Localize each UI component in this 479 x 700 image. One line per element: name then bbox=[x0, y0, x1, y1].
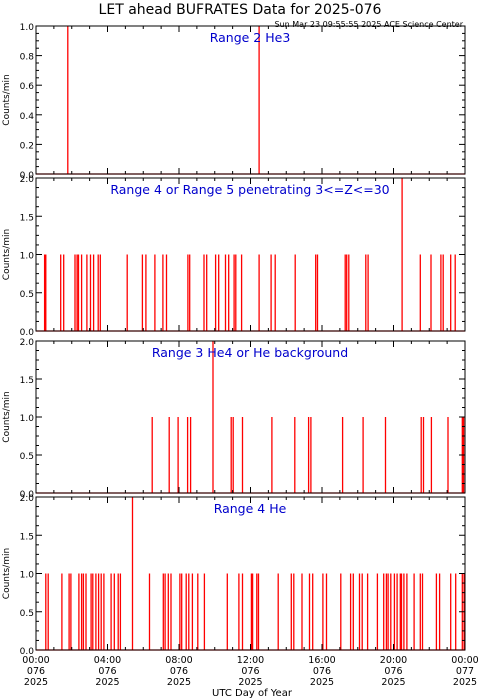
x-tick-label: 2025 bbox=[310, 677, 334, 688]
x-tick-label: 08:00 bbox=[165, 655, 192, 666]
panel-1-title: Range 2 He3 bbox=[210, 30, 291, 45]
panel-4-title: Range 4 He bbox=[214, 501, 287, 516]
panel-1-ytick-label: 0.8 bbox=[20, 53, 35, 63]
panel-1-ytick-label: 1.0 bbox=[20, 23, 35, 33]
panel-1: 0.0 0.2 0.4 0.6 0.8 1.0 Counts/min Range 2 He3 bbox=[2, 23, 466, 181]
panel-2-ytick-label: 0.0 bbox=[20, 328, 35, 338]
x-tick-label: 076 bbox=[98, 666, 116, 677]
x-tick-label: 16:00 bbox=[308, 655, 335, 666]
panel-1-ytick-label: 0.0 bbox=[20, 171, 35, 181]
panel-4-trace bbox=[36, 497, 465, 651]
panel-4-ytick-label: 2.0 bbox=[20, 494, 35, 504]
x-axis-label: UTC Day of Year bbox=[212, 688, 293, 699]
chart-title: LET ahead BUFRATES Data for 2025-076 bbox=[99, 2, 382, 18]
panel-3-ylabel: Counts/min bbox=[2, 391, 12, 442]
panel-2-trace bbox=[36, 178, 465, 332]
x-axis: 00:00076202504:00076202508:00076202512:0… bbox=[22, 655, 478, 688]
panel-3-trace bbox=[36, 341, 465, 494]
x-tick-label: 076 bbox=[27, 666, 45, 677]
panel-3-ytick-label: 0.5 bbox=[20, 452, 34, 462]
timestamp-label: Sun Mar 23 09:55:55 2025 ACE Science Cen… bbox=[275, 20, 464, 29]
panel-3: 0.0 0.5 1.0 1.5 2.0 Counts/min Range 3 He4 or … bbox=[2, 338, 466, 500]
panel-4-ylabel: Counts/min bbox=[2, 548, 12, 599]
panel-2-title: Range 4 or Range 5 penetrating 3<=Z<=30 bbox=[110, 182, 389, 197]
panel-2-ytick-label: 1.0 bbox=[20, 252, 35, 262]
x-tick-label: 2025 bbox=[453, 677, 477, 688]
panel-1-ytick-label: 0.6 bbox=[20, 82, 35, 92]
panel-4-ytick-label: 1.0 bbox=[20, 571, 35, 581]
panel-2-ytick-label: 1.5 bbox=[20, 213, 34, 223]
x-tick-label: 2025 bbox=[381, 677, 405, 688]
x-tick-label: 076 bbox=[170, 666, 188, 677]
panel-4-ytick-label: 0.0 bbox=[20, 647, 35, 657]
panel-1-trace bbox=[36, 26, 465, 175]
x-tick-label: 076 bbox=[384, 666, 402, 677]
panel-1-frame bbox=[35, 25, 466, 175]
x-tick-label: 12:00 bbox=[237, 655, 264, 666]
panel-2-ylabel: Counts/min bbox=[2, 229, 12, 280]
x-tick-label: 076 bbox=[313, 666, 331, 677]
x-tick-label: 077 bbox=[456, 666, 474, 677]
panel-4-ytick-label: 0.5 bbox=[20, 609, 34, 619]
panel-1-ytick-label: 0.4 bbox=[20, 112, 35, 122]
x-tick-label: 00:00 bbox=[451, 655, 478, 666]
panel-4: 0.0 0.5 1.0 1.5 2.0 Counts/min Range 4 He bbox=[2, 494, 466, 657]
x-tick-label: 00:00 bbox=[22, 655, 49, 666]
x-tick-label: 2025 bbox=[238, 677, 262, 688]
panel-2-ytick-label: 2.0 bbox=[20, 175, 35, 185]
panel-2: 0.0 0.5 1.0 1.5 2.0 Counts/min Range 4 or Rang… bbox=[2, 175, 466, 338]
panel-3-ytick-label: 2.0 bbox=[20, 338, 35, 348]
panel-2-ytick-label: 0.5 bbox=[20, 290, 34, 300]
x-tick-label: 2025 bbox=[95, 677, 119, 688]
panel-3-ytick-label: 0.0 bbox=[20, 490, 35, 500]
panel-3-ytick-label: 1.0 bbox=[20, 414, 35, 424]
panel-1-ytick-label: 0.2 bbox=[20, 141, 34, 151]
panel-4-ytick-label: 1.5 bbox=[20, 532, 34, 542]
panel-3-frame bbox=[35, 340, 466, 494]
x-tick-label: 076 bbox=[241, 666, 259, 677]
x-tick-label: 04:00 bbox=[94, 655, 121, 666]
panel-3-ytick-label: 1.5 bbox=[20, 376, 34, 386]
panel-1-ylabel: Counts/min bbox=[2, 74, 12, 125]
x-tick-label: 20:00 bbox=[380, 655, 407, 666]
panel-3-title: Range 3 He4 or He background bbox=[152, 345, 348, 360]
x-tick-label: 2025 bbox=[24, 677, 48, 688]
x-tick-label: 2025 bbox=[167, 677, 191, 688]
